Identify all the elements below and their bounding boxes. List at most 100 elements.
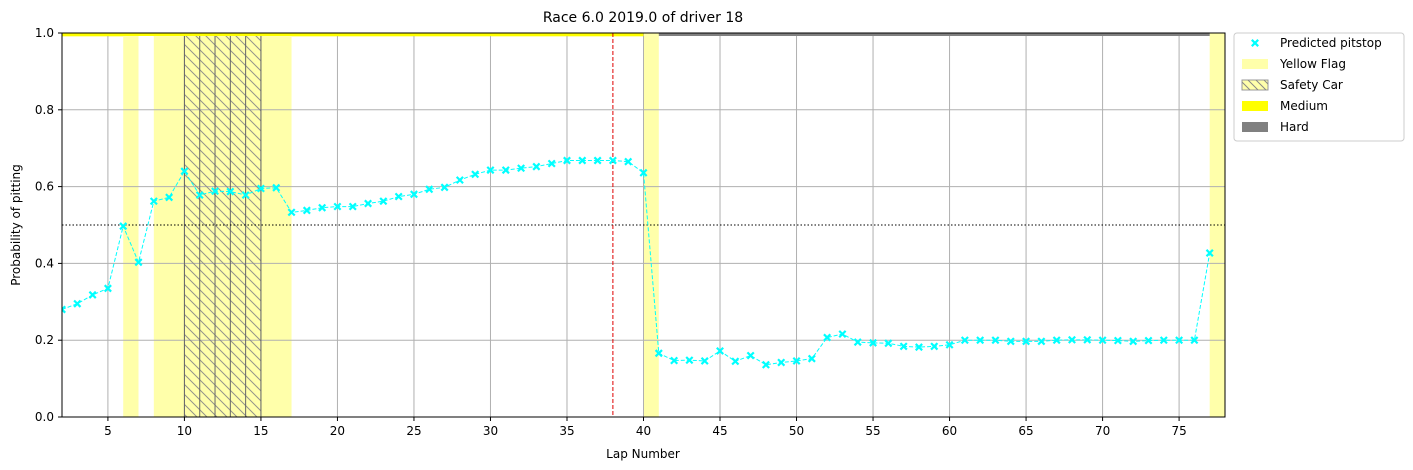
x-tick-label: 75 [1171, 424, 1186, 438]
data-point [379, 197, 388, 206]
x-tick-label: 55 [865, 424, 880, 438]
data-point [318, 203, 327, 212]
data-point [1205, 249, 1214, 258]
data-point [960, 336, 969, 345]
data-point [1113, 336, 1122, 345]
series-layer [62, 156, 1214, 369]
data-point [654, 349, 663, 358]
data-point [364, 199, 373, 208]
data-point [593, 156, 602, 165]
y-tick-label: 0.2 [35, 333, 54, 347]
data-point [1098, 336, 1107, 345]
data-point [792, 356, 801, 365]
data-point [73, 299, 82, 308]
x-tick-label: 30 [483, 424, 498, 438]
data-point [272, 183, 281, 192]
data-point [1159, 336, 1168, 345]
yellow-flag-band [123, 33, 139, 417]
data-point [62, 305, 66, 314]
data-point [1052, 336, 1061, 345]
data-point [532, 162, 541, 171]
data-point [807, 354, 816, 363]
data-point [302, 206, 311, 215]
legend-patch-yellow-flag [1242, 59, 1268, 69]
data-point [348, 202, 357, 211]
data-point [119, 222, 128, 231]
x-tick-label: 45 [712, 424, 727, 438]
x-tick-label: 40 [636, 424, 651, 438]
data-point [501, 166, 510, 175]
data-point [945, 340, 954, 349]
data-point [455, 176, 464, 185]
data-point [547, 159, 556, 168]
x-tick-label: 25 [406, 424, 421, 438]
data-point [409, 190, 418, 199]
data-point [471, 170, 480, 179]
x-tick-label: 10 [177, 424, 192, 438]
data-point [1067, 335, 1076, 344]
chart-title: Race 6.0 2019.0 of driver 18 [543, 10, 743, 26]
data-point [211, 187, 220, 196]
data-point [578, 156, 587, 165]
data-point [838, 330, 847, 339]
data-point [823, 333, 832, 342]
y-tick-label: 0.6 [35, 180, 54, 194]
x-tick-label: 50 [789, 424, 804, 438]
x-tick-label: 70 [1095, 424, 1110, 438]
data-point [670, 356, 679, 365]
tyre-stint-layer [62, 33, 1210, 36]
data-point [88, 290, 97, 299]
x-axis-label: Lap Number [606, 447, 680, 461]
legend-label: Hard [1280, 120, 1309, 134]
data-point [425, 185, 434, 194]
data-point [440, 183, 449, 192]
y-tick-label: 0.8 [35, 103, 54, 117]
data-point [1022, 337, 1031, 346]
data-point [165, 193, 174, 202]
data-point [731, 357, 740, 366]
y-tick-label: 0.4 [35, 256, 54, 270]
tyre-stint-hard [658, 33, 1210, 36]
data-point [777, 358, 786, 367]
data-point [1083, 335, 1092, 344]
data-point [853, 338, 862, 347]
data-point [685, 356, 694, 365]
data-point [1006, 337, 1015, 346]
data-point [930, 342, 939, 351]
data-point [899, 342, 908, 351]
data-point [394, 192, 403, 201]
y-tick-label: 0.0 [35, 410, 54, 424]
y-axis-label: Probability of pitting [9, 164, 23, 286]
data-point [517, 164, 526, 173]
x-tick-label: 60 [942, 424, 957, 438]
data-point [624, 157, 633, 166]
data-point [914, 343, 923, 352]
legend-label: Safety Car [1280, 78, 1343, 92]
data-point [1175, 336, 1184, 345]
series-line [62, 159, 1211, 366]
legend: Predicted pitstop Yellow Flag Safety Car Me… [1233, 32, 1405, 142]
data-point [486, 166, 495, 175]
data-point [149, 197, 158, 206]
legend-hatch-safety-car [1242, 80, 1268, 90]
x-tick-label: 20 [330, 424, 345, 438]
legend-label: Yellow Flag [1279, 57, 1346, 71]
data-point [256, 184, 265, 193]
data-point [1144, 336, 1153, 345]
tyre-stint-medium [62, 33, 644, 36]
data-point [1190, 336, 1199, 345]
data-point [976, 336, 985, 345]
data-point [746, 351, 755, 360]
data-point [991, 336, 1000, 345]
data-point [563, 156, 571, 165]
x-tick-label: 5 [104, 424, 112, 438]
x-tick-label: 65 [1018, 424, 1033, 438]
data-point [103, 284, 112, 293]
x-tick-label: 15 [253, 424, 268, 438]
data-point [761, 360, 770, 369]
reference-lines [62, 33, 1225, 417]
data-point [180, 167, 189, 176]
data-point [1037, 337, 1046, 346]
data-point [134, 258, 143, 267]
